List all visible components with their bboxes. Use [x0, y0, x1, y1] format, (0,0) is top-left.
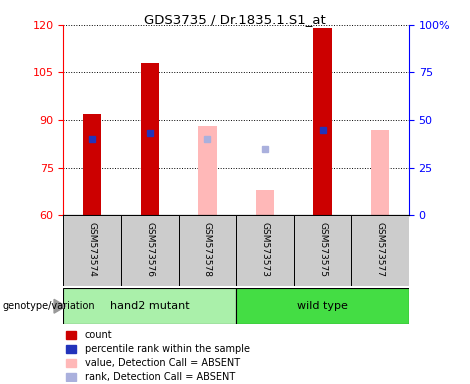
Bar	[63, 288, 236, 324]
Bar	[141, 63, 159, 215]
Bar	[179, 215, 236, 286]
Bar	[66, 373, 76, 381]
Text: GDS3735 / Dr.1835.1.S1_at: GDS3735 / Dr.1835.1.S1_at	[144, 13, 326, 26]
Text: GSM573575: GSM573575	[318, 222, 327, 276]
Text: GSM573577: GSM573577	[376, 222, 384, 276]
Text: GSM573578: GSM573578	[203, 222, 212, 276]
Text: wild type: wild type	[297, 301, 348, 311]
Bar	[236, 215, 294, 286]
Bar	[198, 126, 217, 215]
Polygon shape	[54, 300, 66, 313]
Text: value, Detection Call = ABSENT: value, Detection Call = ABSENT	[85, 358, 240, 368]
Bar	[294, 215, 351, 286]
Bar	[83, 114, 102, 215]
Bar	[121, 215, 179, 286]
Text: hand2 mutant: hand2 mutant	[110, 301, 189, 311]
Bar	[66, 359, 76, 367]
Bar	[66, 331, 76, 339]
Bar	[63, 215, 121, 286]
Text: percentile rank within the sample: percentile rank within the sample	[85, 344, 250, 354]
Text: genotype/variation: genotype/variation	[2, 301, 95, 311]
Bar	[351, 215, 409, 286]
Text: GSM573573: GSM573573	[260, 222, 269, 276]
Bar	[256, 190, 274, 215]
Text: GSM573574: GSM573574	[88, 222, 97, 276]
Bar	[236, 288, 409, 324]
Bar	[66, 345, 76, 353]
Text: count: count	[85, 330, 112, 340]
Text: GSM573576: GSM573576	[145, 222, 154, 276]
Text: rank, Detection Call = ABSENT: rank, Detection Call = ABSENT	[85, 372, 235, 382]
Bar	[371, 129, 389, 215]
Bar	[313, 28, 332, 215]
